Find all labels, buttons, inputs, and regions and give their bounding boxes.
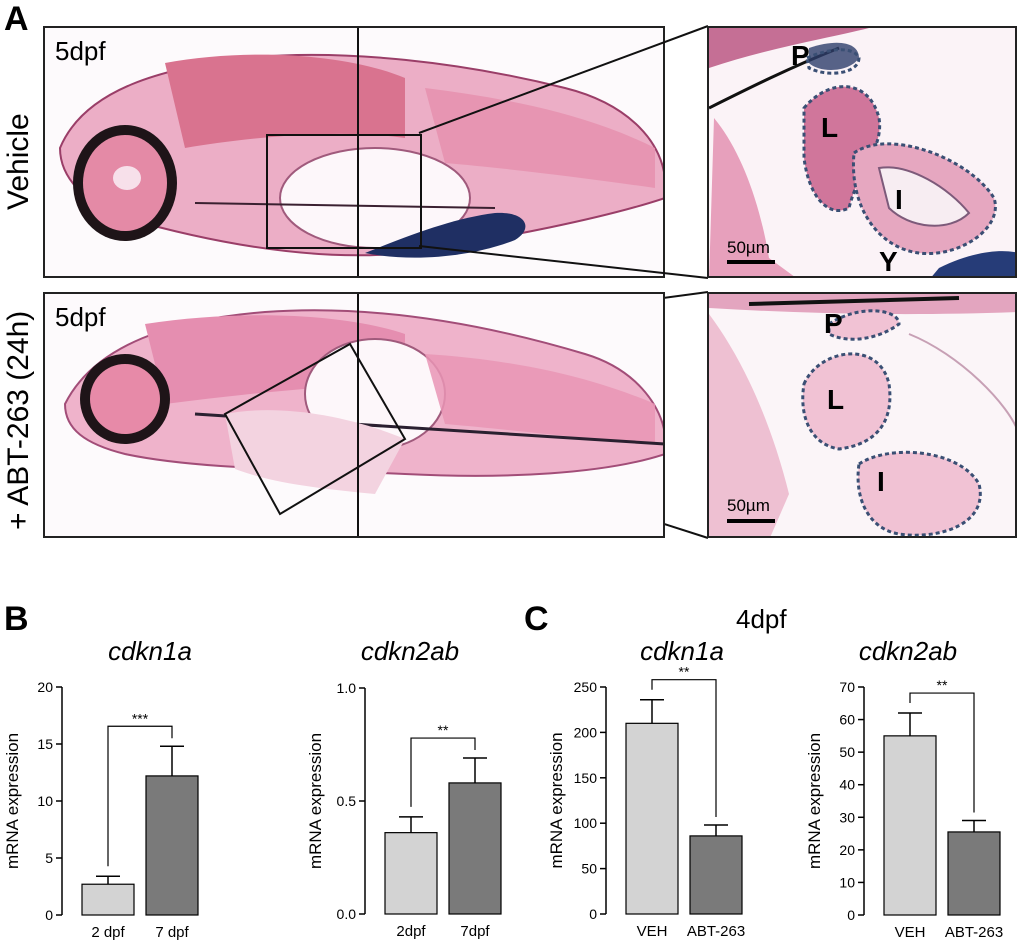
fish-section-vehicle — [45, 28, 663, 276]
y-tick-label: 0.0 — [337, 906, 357, 922]
zoom-section-abt263 — [709, 294, 1015, 536]
y-axis-label: mRNA expression — [3, 733, 22, 869]
chart-title: cdkn2ab — [361, 636, 459, 666]
panel-c-header: 4dpf — [736, 604, 787, 634]
y-tick-label: 60 — [839, 712, 855, 728]
significance-bracket — [107, 725, 173, 867]
bar-veh — [883, 735, 937, 916]
x-tick-label: ABT-263 — [945, 924, 1003, 941]
micrograph-abt263-zoom: P L I 50µm — [707, 292, 1017, 538]
zoom-label-p: P — [791, 40, 810, 71]
y-tick-label: 15 — [37, 736, 53, 752]
zoom-label-l: L — [821, 112, 839, 143]
x-tick-label: 2dpf — [396, 923, 426, 940]
bar-chart-cdkn2ab-dpf: cdkn2ab mRNA expression 0.0 0.5 1.0 2dpf 7dpf *… — [306, 636, 502, 940]
stage-label: 5dpf — [55, 302, 106, 332]
y-axis-label: mRNA expression — [805, 733, 824, 869]
bar-2dpf — [384, 832, 438, 915]
y-tick-label: 20 — [37, 679, 53, 695]
y-tick-label: 70 — [839, 679, 855, 695]
y-tick-label: 40 — [839, 777, 855, 793]
zoom-label-l: L — [827, 384, 845, 415]
significance-stars: *** — [132, 710, 149, 726]
panel-letter-c: C — [524, 600, 549, 638]
scalebar-label: 50µm — [727, 496, 770, 515]
stage-label: 5dpf — [55, 36, 106, 66]
bar-chart-cdkn1a-abt263: cdkn1a mRNA expression 0 50 100 150 200 250 VEH A… — [547, 636, 745, 940]
zoom-section-vehicle — [709, 28, 1015, 276]
y-tick-label: 0 — [45, 907, 53, 923]
y-tick-label: 100 — [574, 815, 598, 831]
panel-letter-b: B — [4, 600, 29, 638]
x-tick-label: VEH — [895, 924, 926, 941]
y-tick-label: 150 — [574, 770, 598, 786]
significance-stars: ** — [679, 664, 690, 680]
fish-section-abt263 — [45, 294, 663, 536]
y-tick-label: 0.5 — [337, 793, 357, 809]
scalebar-label: 50µm — [727, 238, 770, 257]
y-tick-label: 50 — [839, 744, 855, 760]
bar-abt-263 — [947, 831, 1001, 916]
x-tick-label: 2 dpf — [91, 924, 125, 941]
y-tick-label: 20 — [839, 842, 855, 858]
significance-stars: ** — [438, 722, 449, 738]
y-tick-label: 30 — [839, 809, 855, 825]
chart-title: cdkn2ab — [859, 636, 957, 666]
y-tick-label: 1.0 — [337, 680, 357, 696]
significance-bracket — [651, 679, 717, 818]
bar-abt-263 — [689, 835, 743, 915]
zoom-label-i: I — [895, 184, 903, 215]
y-tick-label: 10 — [37, 793, 53, 809]
bar-veh — [625, 722, 679, 915]
chart-title: cdkn1a — [108, 636, 192, 666]
significance-bracket — [410, 737, 476, 807]
bar-7dpf — [448, 782, 502, 915]
x-tick-label: ABT-263 — [687, 923, 745, 940]
bar-chart-cdkn1a-dpf: cdkn1a mRNA expression 0 5 10 15 20 2 dpf 7 dpf *… — [3, 636, 199, 941]
y-tick-label: 0 — [847, 907, 855, 923]
panel-letter-a: A — [4, 0, 29, 38]
zoom-label-p: P — [824, 308, 843, 339]
x-tick-label: 7dpf — [460, 923, 490, 940]
scalebar — [727, 519, 775, 523]
y-axis-label: mRNA expression — [547, 732, 566, 868]
scalebar — [727, 260, 775, 264]
micrograph-abt263-overview: 5dpf — [43, 292, 665, 538]
significance-bracket — [909, 692, 975, 813]
chart-title: cdkn1a — [640, 636, 724, 666]
bar-2-dpf — [81, 883, 135, 916]
bar-chart-cdkn2ab-abt263: cdkn2ab mRNA expression 0 10 20 30 40 50 60 70 VEH… — [805, 636, 1003, 941]
y-tick-label: 0 — [589, 906, 597, 922]
zoom-label-i: I — [877, 466, 885, 497]
micrograph-vehicle-zoom: P L I Y 50µm — [707, 26, 1017, 278]
y-axis-label: mRNA expression — [306, 733, 325, 869]
micrograph-vehicle-overview: 5dpf — [43, 26, 665, 278]
y-tick-label: 250 — [574, 679, 598, 695]
bar-7-dpf — [145, 775, 199, 916]
y-tick-label: 5 — [45, 850, 53, 866]
significance-stars: ** — [937, 677, 948, 693]
y-tick-label: 200 — [574, 724, 598, 740]
y-tick-label: 50 — [581, 861, 597, 877]
zoom-label-y: Y — [879, 246, 898, 277]
y-tick-label: 10 — [839, 874, 855, 890]
x-tick-label: 7 dpf — [155, 924, 189, 941]
x-tick-label: VEH — [637, 923, 668, 940]
